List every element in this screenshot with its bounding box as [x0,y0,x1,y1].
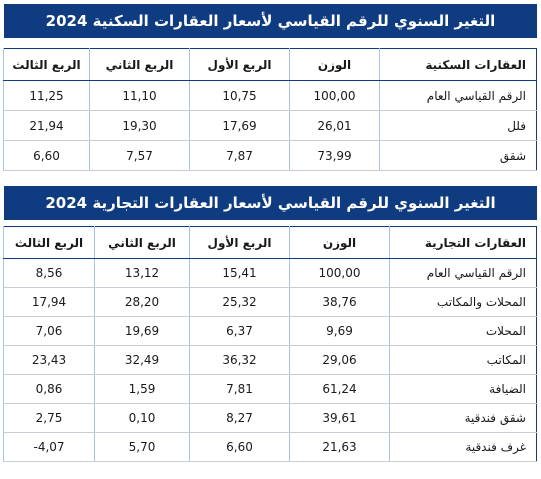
value-cell: 10,75 [189,80,290,111]
value-cell: 0,10 [94,403,190,433]
header-cell: العقارات التجارية [389,226,537,259]
table-row: فلل 26,01 17,69 19,30 21,94 [3,110,537,141]
value-cell: 100,00 [289,258,390,288]
value-cell: 36,32 [189,345,290,375]
value-cell: 17,94 [3,287,95,317]
header-cell: الربع الثالث [3,226,95,259]
value-cell: 100,00 [289,80,380,111]
value-cell: 61,24 [289,374,390,404]
table-title: التغير السنوي للرقم القياسي لأسعار العقا… [4,186,537,220]
value-cell: 6,60 [3,140,90,171]
value-cell: 19,69 [94,316,190,346]
value-cell: 2,75 [3,403,95,433]
value-cell: 5,70 [94,432,190,462]
row-label: المحلات والمكاتب [389,287,537,317]
header-row: العقارات التجارية الوزن الربع الأول الربع ا… [3,226,537,259]
value-cell: 11,25 [3,80,90,111]
header-cell: الربع الثالث [3,48,90,81]
value-cell: 9,69 [289,316,390,346]
value-cell: 7,57 [89,140,190,171]
value-cell: 13,12 [94,258,190,288]
row-label: غرف فندقية [389,432,537,462]
table-title: التغير السنوي للرقم القياسي لأسعار العقا… [4,4,537,38]
value-cell: 73,99 [289,140,380,171]
value-cell: 7,06 [3,316,95,346]
table-row: المحلات والمكاتب 38,76 25,32 28,20 17,94 [3,287,537,317]
value-cell: 8,27 [189,403,290,433]
data-table: العقارات التجارية الوزن الربع الأول الربع ا… [3,226,537,462]
table-row: الرقم القياسي العام 100,00 15,41 13,12 8,56 [3,258,537,288]
value-cell: 1,59 [94,374,190,404]
table-block: التغير السنوي للرقم القياسي لأسعار العقا… [3,4,537,171]
header-cell: الربع الثاني [89,48,190,81]
table-row: شقق فندقية 39,61 8,27 0,10 2,75 [3,403,537,433]
row-label: الرقم القياسي العام [379,80,537,111]
value-cell: 11,10 [89,80,190,111]
table-block: التغير السنوي للرقم القياسي لأسعار العقا… [3,186,537,462]
value-cell: 7,81 [189,374,290,404]
value-cell: 8,56 [3,258,95,288]
table-row: المكاتب 29,06 36,32 32,49 23,43 [3,345,537,375]
value-cell: 6,37 [189,316,290,346]
data-table: العقارات السكنية الوزن الربع الأول الربع ال… [3,48,537,171]
row-label: الرقم القياسي العام [389,258,537,288]
header-cell: الربع الثاني [94,226,190,259]
header-cell: الربع الأول [189,226,290,259]
value-cell: 17,69 [189,110,290,141]
value-cell: 4,07- [3,432,95,462]
table-row: الضيافة 61,24 7,81 1,59 0,86 [3,374,537,404]
row-label: شقق فندقية [389,403,537,433]
row-label: المكاتب [389,345,537,375]
value-cell: 15,41 [189,258,290,288]
table-row: شقق 73,99 7,87 7,57 6,60 [3,140,537,171]
row-label: فلل [379,110,537,141]
header-cell: الربع الأول [189,48,290,81]
row-label: الضيافة [389,374,537,404]
value-cell: 0,86 [3,374,95,404]
table-row: الرقم القياسي العام 100,00 10,75 11,10 11,25 [3,80,537,111]
value-cell: 25,32 [189,287,290,317]
row-label: المحلات [389,316,537,346]
row-label: شقق [379,140,537,171]
header-cell: الوزن [289,226,390,259]
header-cell: العقارات السكنية [379,48,537,81]
table-row: غرف فندقية 21,63 6,60 5,70 4,07- [3,432,537,462]
value-cell: 21,63 [289,432,390,462]
value-cell: 28,20 [94,287,190,317]
header-row: العقارات السكنية الوزن الربع الأول الربع ال… [3,48,537,81]
value-cell: 29,06 [289,345,390,375]
value-cell: 7,87 [189,140,290,171]
value-cell: 26,01 [289,110,380,141]
value-cell: 39,61 [289,403,390,433]
value-cell: 6,60 [189,432,290,462]
value-cell: 32,49 [94,345,190,375]
value-cell: 19,30 [89,110,190,141]
value-cell: 21,94 [3,110,90,141]
table-row: المحلات 9,69 6,37 19,69 7,06 [3,316,537,346]
value-cell: 23,43 [3,345,95,375]
value-cell: 38,76 [289,287,390,317]
header-cell: الوزن [289,48,380,81]
